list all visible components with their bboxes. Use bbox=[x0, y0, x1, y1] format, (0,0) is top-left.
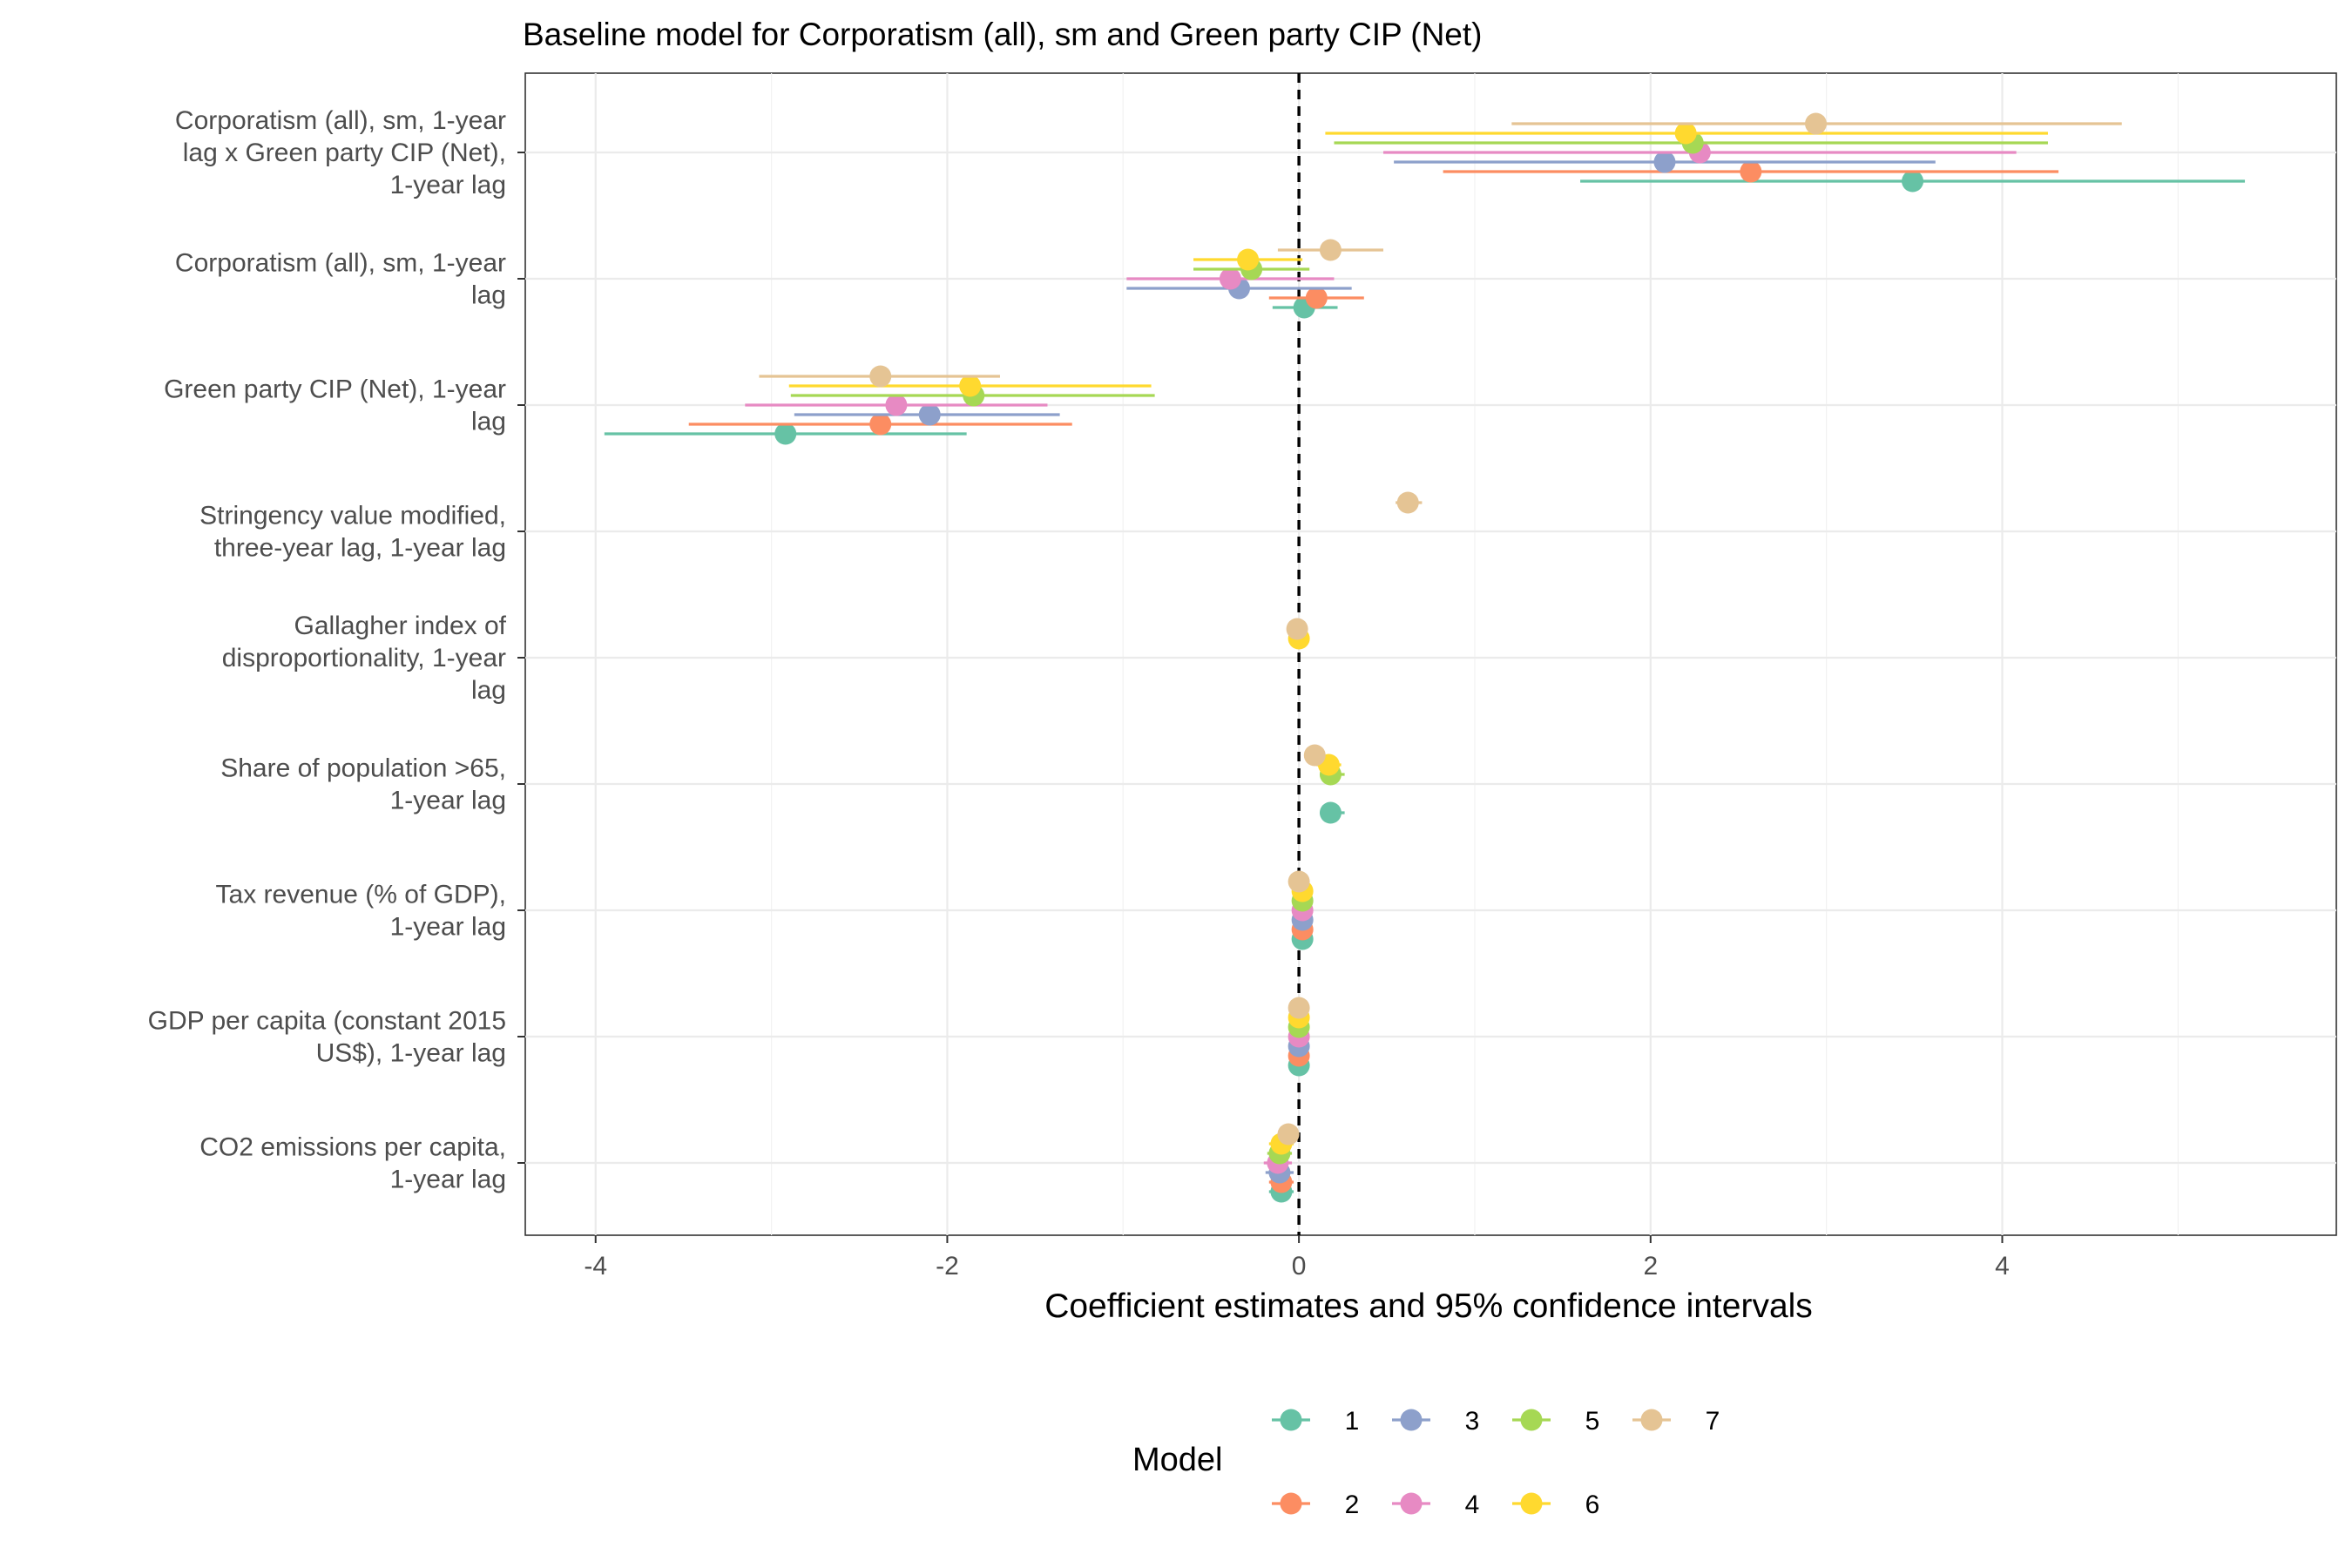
estimate-point-m7 bbox=[1286, 618, 1308, 640]
estimate-point-m7 bbox=[1277, 1123, 1300, 1146]
legend-label: 4 bbox=[1465, 1490, 1480, 1519]
estimate-point-m7 bbox=[1288, 870, 1310, 893]
legend: 1 2 3 4 5 6 7 bbox=[1272, 1407, 1720, 1519]
y-term-label: GDP per capita (constant 2015 US$), 1-yea… bbox=[148, 1007, 506, 1068]
y-term-label: Corporatism (all), sm, 1-year lag bbox=[175, 249, 506, 310]
estimate-point-m2 bbox=[1305, 287, 1328, 309]
y-term-label: Corporatism (all), sm, 1-year lag x Green… bbox=[175, 106, 506, 199]
y-term-label: CO2 emissions per capita, 1-year lag bbox=[199, 1133, 506, 1194]
legend-key-point bbox=[1400, 1492, 1423, 1515]
legend-label: 1 bbox=[1345, 1407, 1360, 1436]
chart-title: Baseline model for Corporatism (all), sm… bbox=[523, 17, 1483, 52]
estimate-point-m7 bbox=[1303, 744, 1326, 767]
legend-key-point bbox=[1640, 1409, 1663, 1431]
legend-key-point bbox=[1520, 1492, 1543, 1515]
y-term-label: Share of population >65, 1-year lag bbox=[220, 754, 506, 815]
estimate-point-m6 bbox=[1237, 248, 1260, 271]
estimate-point-m6 bbox=[1674, 122, 1697, 145]
panel-border bbox=[524, 72, 2337, 1236]
x-tick-label: -2 bbox=[936, 1252, 959, 1281]
legend-title: Model bbox=[1132, 1442, 1223, 1478]
y-term-label: Gallagher index of disproportionality, 1-… bbox=[222, 612, 507, 705]
legend-key-point bbox=[1280, 1409, 1302, 1431]
estimate-point-m3 bbox=[1653, 151, 1676, 173]
estimate-point-m3 bbox=[918, 403, 941, 426]
legend-label: 5 bbox=[1585, 1407, 1600, 1436]
x-tick-label: -4 bbox=[584, 1252, 607, 1281]
estimate-point-m1 bbox=[1319, 801, 1342, 824]
legend-key-point bbox=[1520, 1409, 1543, 1431]
y-term-label: Tax revenue (% of GDP), 1-year lag bbox=[216, 881, 506, 942]
estimate-point-m6 bbox=[959, 375, 982, 397]
estimate-point-m7 bbox=[1288, 997, 1310, 1019]
legend-label: 3 bbox=[1465, 1407, 1480, 1436]
y-term-label: Green party CIP (Net), 1-year lag bbox=[164, 375, 506, 436]
x-tick-label: 2 bbox=[1643, 1252, 1658, 1281]
estimate-point-m7 bbox=[1319, 239, 1342, 261]
legend-label: 2 bbox=[1345, 1490, 1360, 1519]
estimate-point-m2 bbox=[1740, 160, 1762, 183]
legend-label: 7 bbox=[1706, 1407, 1720, 1436]
legend-key-point bbox=[1280, 1492, 1302, 1515]
estimate-point-m2 bbox=[869, 413, 892, 436]
estimate-point-m7 bbox=[1805, 112, 1828, 135]
estimate-point-m7 bbox=[1396, 491, 1419, 514]
y-term-label: Stringency value modified, three-year lag… bbox=[199, 502, 506, 563]
estimate-point-m1 bbox=[1902, 170, 1924, 193]
estimate-point-m7 bbox=[869, 365, 892, 388]
x-tick-label: 0 bbox=[1292, 1252, 1307, 1281]
legend-key-point bbox=[1400, 1409, 1423, 1431]
estimate-point-m4 bbox=[1219, 267, 1241, 290]
legend-label: 6 bbox=[1585, 1490, 1600, 1519]
x-tick-label: 4 bbox=[1995, 1252, 2010, 1281]
estimate-point-m4 bbox=[885, 394, 908, 416]
estimate-point-m1 bbox=[774, 422, 797, 445]
x-axis-title: Coefficient estimates and 95% confidence… bbox=[1044, 1288, 1813, 1325]
